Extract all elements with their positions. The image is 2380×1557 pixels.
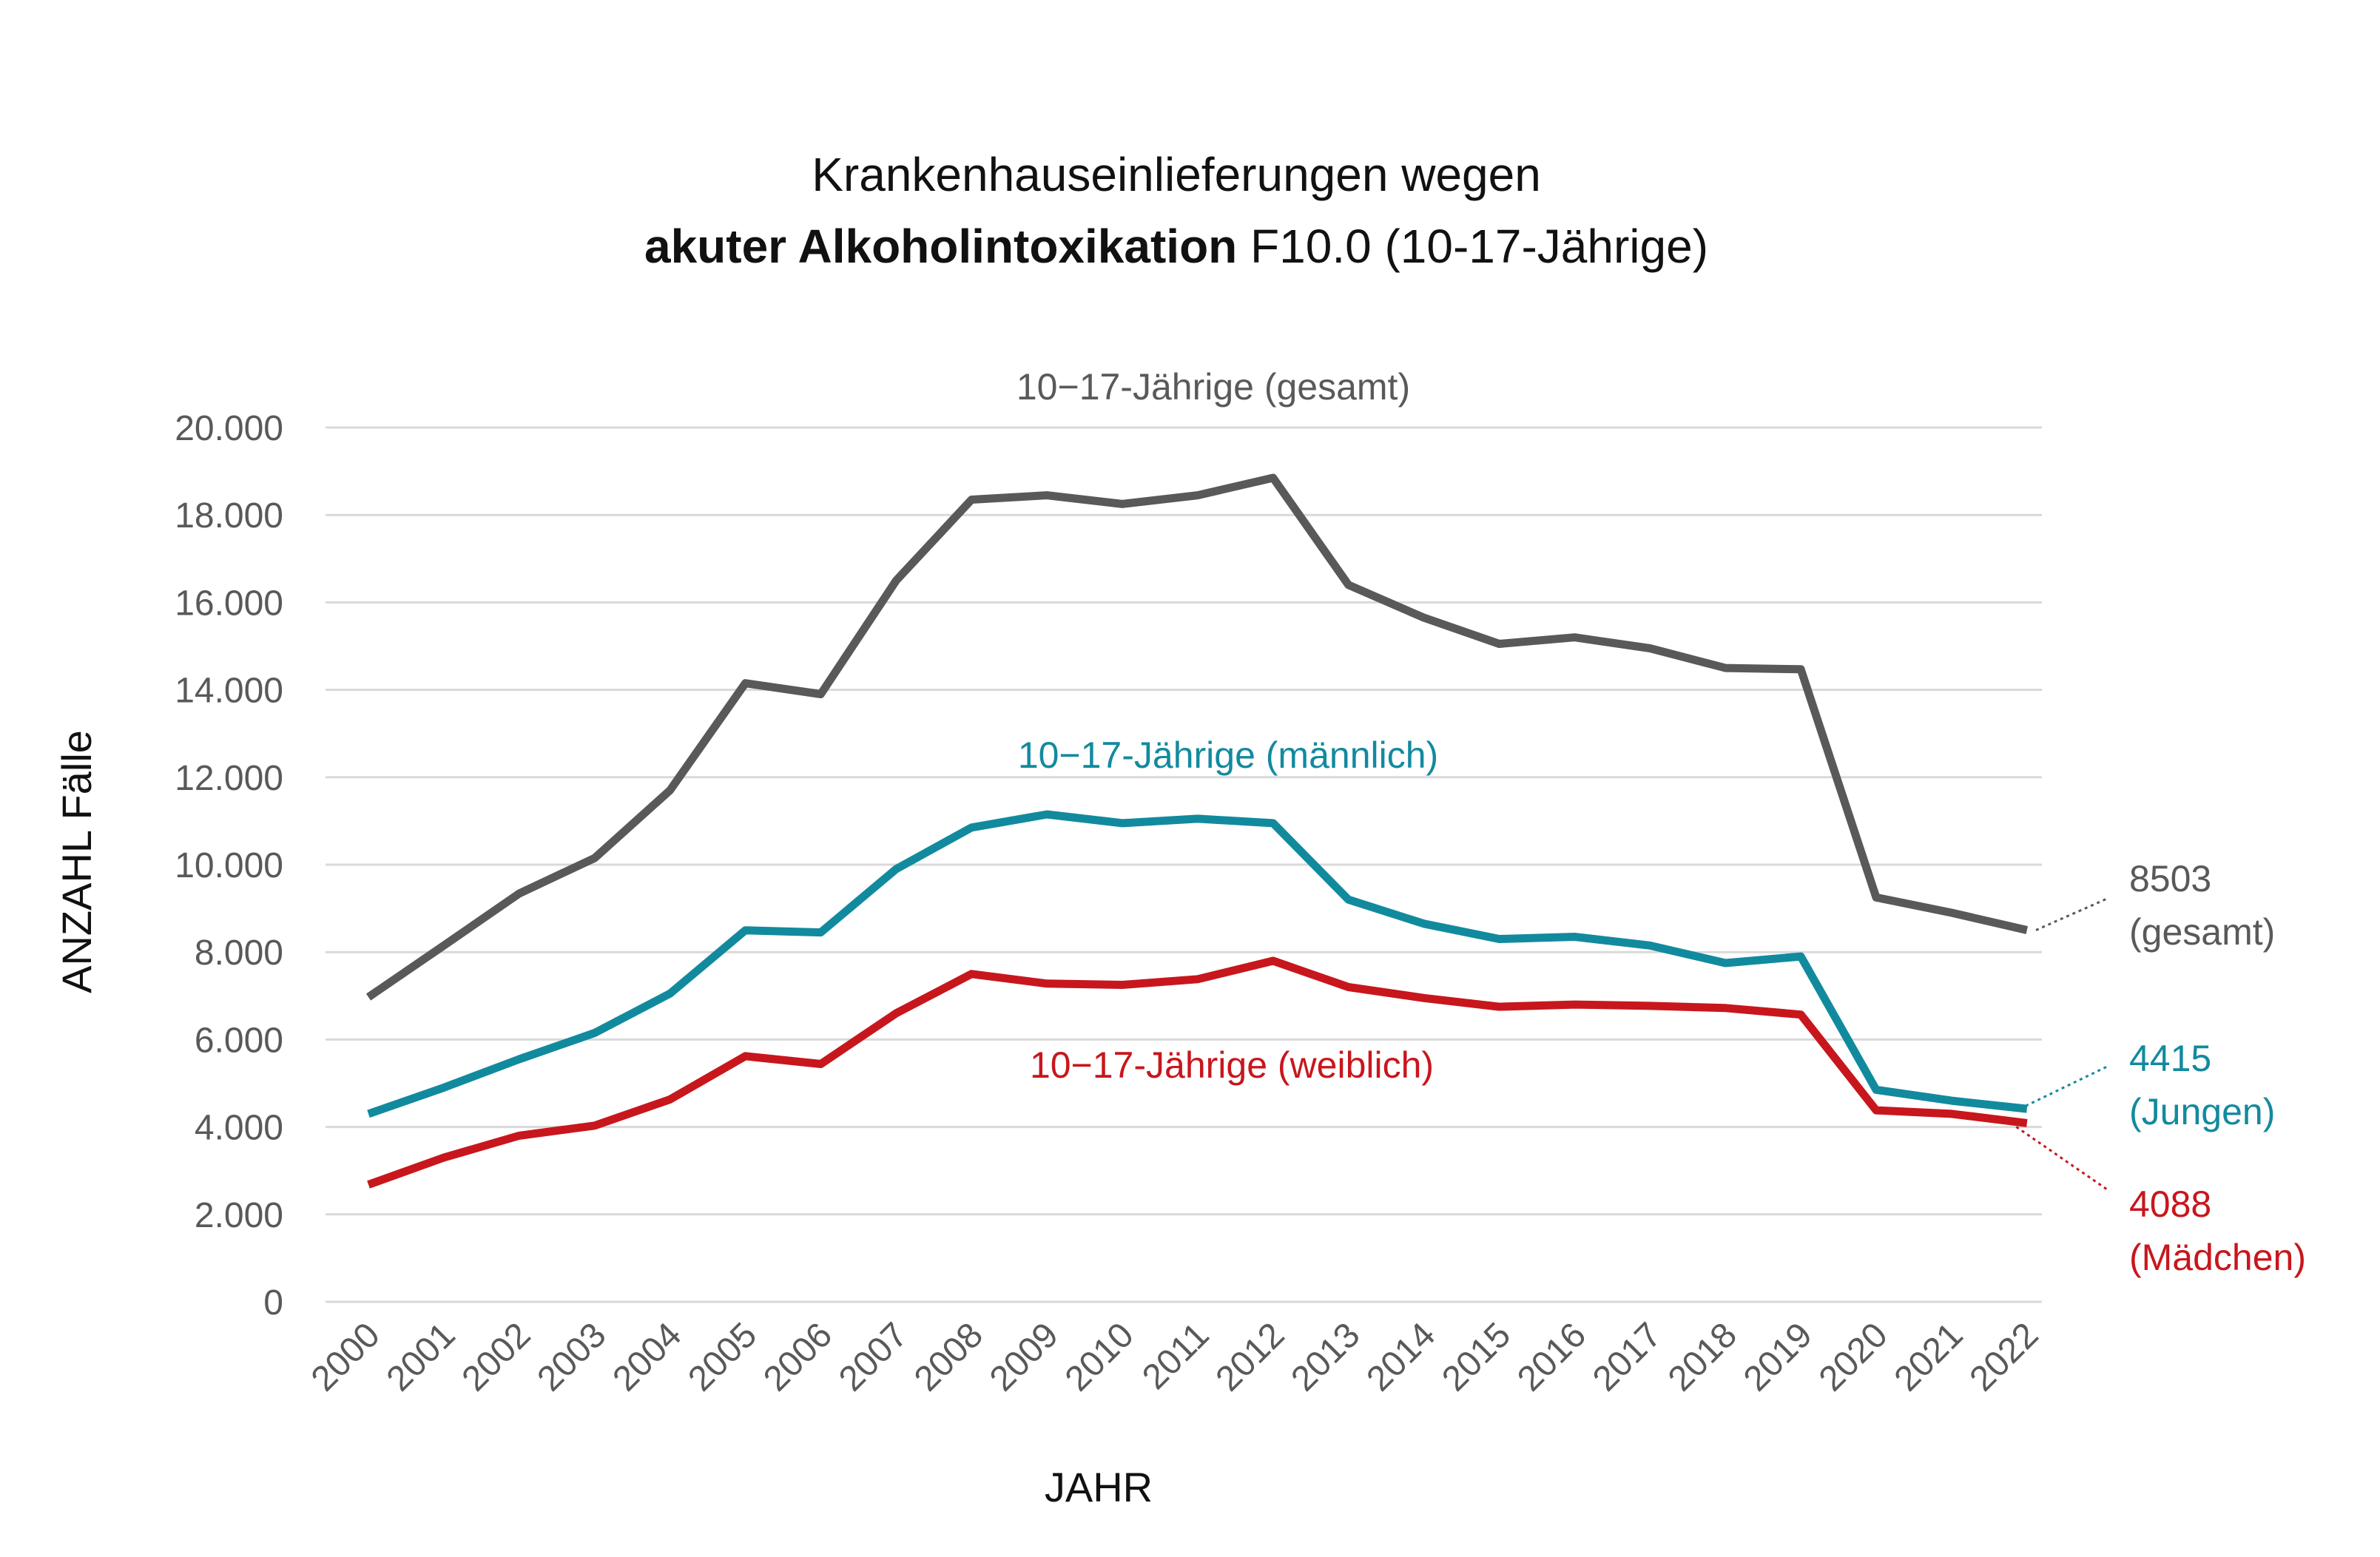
y-tick-label: 6.000: [195, 1021, 283, 1060]
end-value-labels: 8503 (gesamt) 4415 (Jungen) 4088 (Mädchen): [2010, 858, 2306, 1278]
x-tick-label: 2019: [1736, 1315, 1820, 1399]
x-tick-label: 2018: [1661, 1315, 1744, 1399]
x-tick-label: 2015: [1435, 1315, 1518, 1399]
y-tick-label: 20.000: [175, 409, 283, 448]
x-tick-label: 2010: [1058, 1315, 1142, 1399]
series-label: 10−17-Jährige (gesamt): [1017, 366, 1410, 408]
series-lines: [365, 473, 2029, 1189]
x-tick-label: 2022: [1963, 1315, 2046, 1399]
end-label-leader: [2019, 1065, 2108, 1110]
y-tick-label: 2.000: [195, 1196, 283, 1235]
x-tick-label: 2008: [907, 1315, 991, 1399]
x-tick-label: 2014: [1359, 1315, 1443, 1399]
x-tick-label: 2001: [380, 1315, 463, 1399]
x-tick-label: 2020: [1812, 1315, 1895, 1399]
end-caption-label: (Jungen): [2129, 1091, 2275, 1132]
y-tick-label: 4.000: [195, 1109, 283, 1148]
end-value-label: 4088: [2129, 1183, 2211, 1225]
x-tick-label: 2004: [605, 1315, 689, 1399]
series-label: 10−17-Jährige (weiblich): [1030, 1044, 1434, 1086]
chart-title-line2: akuter Alkoholintoxikation F10.0 (10-17-…: [644, 220, 1708, 273]
end-label-leader: [2035, 897, 2108, 931]
series-label: 10−17-Jährige (männlich): [1018, 734, 1438, 776]
end-caption-label: (gesamt): [2129, 911, 2275, 953]
x-tick-label: 2007: [832, 1315, 915, 1399]
x-axis-label: JAHR: [1045, 1464, 1153, 1510]
y-tick-labels: 0 2.000 4.000 6.000 8.000 10.000 12.000 14.000 1…: [175, 409, 283, 1323]
chart-title-rest: F10.0 (10-17-Jährige): [1237, 220, 1708, 273]
y-tick-label: 18.000: [175, 496, 283, 536]
series-line: [367, 956, 2028, 1189]
x-tick-label: 2000: [304, 1315, 388, 1399]
x-tick-label: 2011: [1135, 1315, 1216, 1396]
x-tick-label: 2009: [982, 1315, 1066, 1399]
x-tick-label: 2003: [530, 1315, 613, 1399]
end-value-label: 8503: [2129, 858, 2211, 899]
y-tick-label: 8.000: [195, 933, 283, 973]
y-tick-label: 16.000: [175, 584, 283, 623]
y-tick-label: 0: [263, 1283, 283, 1323]
chart-title-line1: Krankenhauseinlieferungen wegen: [812, 148, 1541, 201]
end-value-label: 4415: [2129, 1038, 2211, 1079]
series-labels: 10−17-Jährige (gesamt) 10−17-Jährige (män…: [1017, 366, 1438, 1086]
x-tick-label: 2013: [1284, 1315, 1367, 1399]
y-tick-label: 12.000: [175, 759, 283, 798]
end-label-leader: [2010, 1122, 2108, 1191]
x-tick-label: 2012: [1209, 1315, 1292, 1399]
series-line: [365, 473, 2029, 1001]
x-tick-label: 2005: [681, 1315, 764, 1399]
end-caption-label: (Mädchen): [2129, 1237, 2306, 1278]
y-tick-label: 10.000: [175, 846, 283, 885]
chart-title-bold: akuter Alkoholintoxikation: [644, 220, 1237, 273]
y-tick-label: 14.000: [175, 672, 283, 711]
x-tick-label: 2017: [1585, 1315, 1669, 1399]
y-axis-label: ANZAHL Fälle: [53, 730, 100, 993]
gridlines: [326, 426, 2042, 1303]
x-tick-label: 2016: [1510, 1315, 1594, 1399]
x-tick-label: 2006: [756, 1315, 840, 1399]
series-line: [367, 810, 2028, 1118]
x-tick-label: 2021: [1887, 1315, 1971, 1399]
x-tick-label: 2002: [455, 1315, 539, 1399]
x-tick-labels: 2000200120022003200420052006200720082009…: [304, 1315, 2046, 1399]
